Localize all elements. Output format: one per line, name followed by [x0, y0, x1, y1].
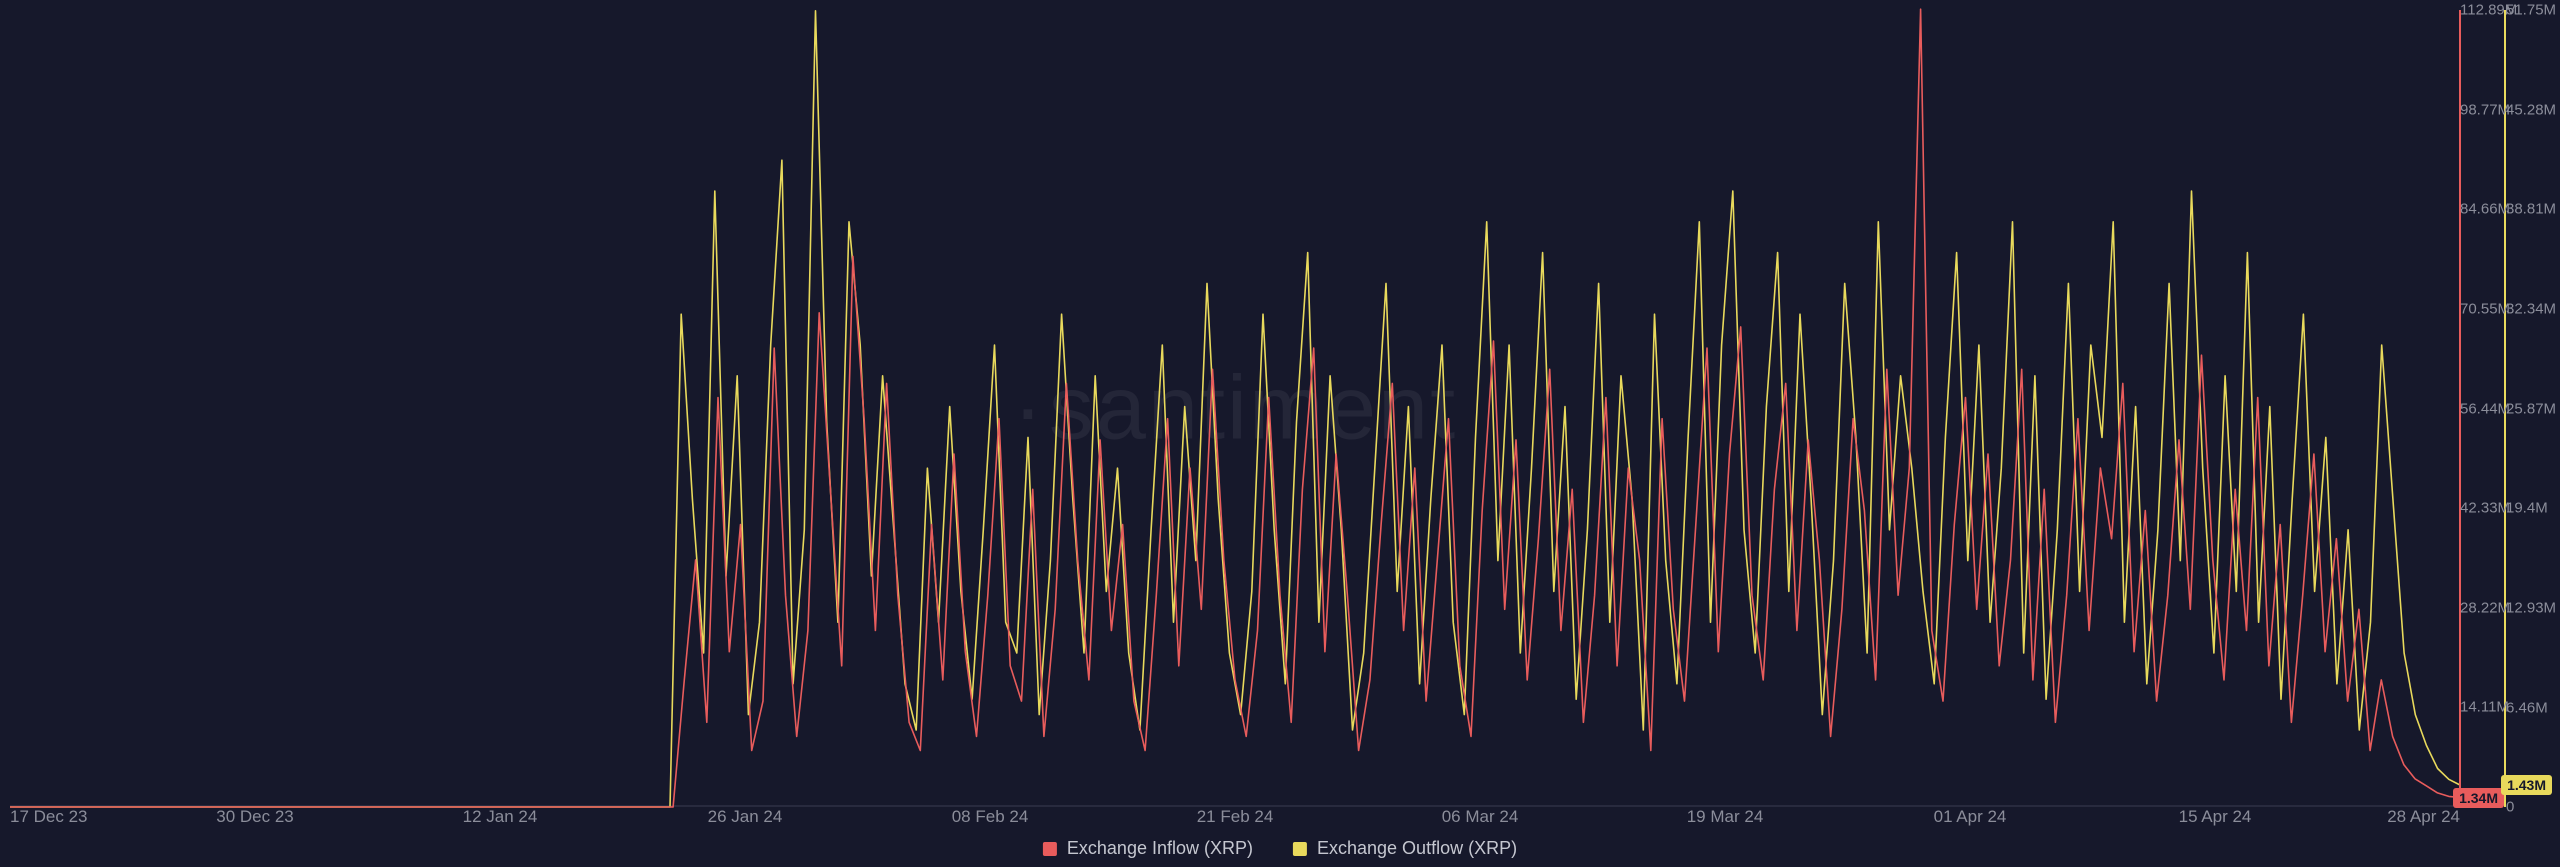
y-tick-left: 70.55M	[2460, 300, 2510, 317]
x-axis: 17 Dec 23 30 Dec 23 12 Jan 24 26 Jan 24 08 F…	[10, 807, 2460, 827]
y-tick-right: 6.46M	[2506, 699, 2548, 716]
chart-lines	[10, 10, 2460, 807]
series-line	[10, 11, 2460, 807]
y-tick-right: 45.28M	[2506, 101, 2556, 118]
badge-label: 1.43M	[2507, 777, 2546, 793]
y-tick-left: 42.33M	[2460, 500, 2510, 517]
y-axis-right: 51.75M45.28M38.81M32.34M25.87M19.4M12.93…	[2506, 10, 2552, 807]
y-axis-left: 112.89M98.77M84.66M70.55M56.44M42.33M28.…	[2460, 10, 2504, 807]
value-badge-inflow: 1.34M	[2453, 788, 2504, 808]
legend-swatch	[1043, 842, 1057, 856]
x-tick: 19 Mar 24	[1687, 807, 1764, 827]
y-tick-right: 25.87M	[2506, 400, 2556, 417]
y-tick-right: 0	[2506, 799, 2514, 816]
legend-label: Exchange Outflow (XRP)	[1317, 838, 1517, 859]
y-tick-right: 38.81M	[2506, 201, 2556, 218]
legend-item-inflow[interactable]: Exchange Inflow (XRP)	[1043, 838, 1253, 859]
y-tick-left: 98.77M	[2460, 101, 2510, 118]
chart-container: santiment 112.89M98.77M84.66M70.55M56.44…	[0, 0, 2560, 867]
x-tick: 12 Jan 24	[463, 807, 538, 827]
x-tick: 01 Apr 24	[1934, 807, 2007, 827]
x-tick: 26 Jan 24	[708, 807, 783, 827]
x-tick: 15 Apr 24	[2179, 807, 2252, 827]
y-tick-left: 14.11M	[2460, 699, 2509, 716]
y-tick-right: 32.34M	[2506, 300, 2556, 317]
legend-label: Exchange Inflow (XRP)	[1067, 838, 1253, 859]
plot-area[interactable]: santiment	[10, 10, 2460, 807]
legend-item-outflow[interactable]: Exchange Outflow (XRP)	[1293, 838, 1517, 859]
y-tick-left: 56.44M	[2460, 400, 2510, 417]
x-tick: 28 Apr 24	[2387, 807, 2460, 827]
x-tick: 06 Mar 24	[1442, 807, 1519, 827]
x-tick: 30 Dec 23	[216, 807, 294, 827]
y-tick-right: 51.75M	[2506, 2, 2556, 19]
legend-swatch	[1293, 842, 1307, 856]
y-tick-left: 84.66M	[2460, 201, 2510, 218]
value-badge-outflow: 1.43M	[2501, 775, 2552, 795]
y-tick-left: 28.22M	[2460, 599, 2510, 616]
x-tick: 08 Feb 24	[952, 807, 1029, 827]
legend: Exchange Inflow (XRP) Exchange Outflow (…	[1043, 838, 1517, 859]
badge-label: 1.34M	[2459, 790, 2498, 806]
y-tick-right: 19.4M	[2506, 500, 2548, 517]
y-tick-right: 12.93M	[2506, 599, 2556, 616]
x-tick: 21 Feb 24	[1197, 807, 1274, 827]
x-tick: 17 Dec 23	[10, 807, 88, 827]
